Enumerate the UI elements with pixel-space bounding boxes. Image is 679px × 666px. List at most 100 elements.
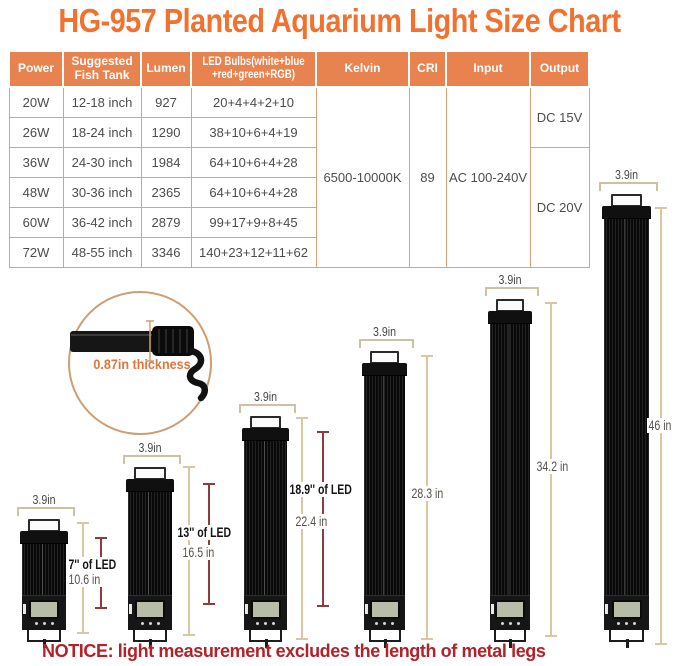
table-header-row: Power Suggested Fish Tank Lumen LED Bulbs… — [8, 50, 590, 88]
cell-tank: 48-55 inch — [62, 237, 142, 268]
cell-bulbs: 140+23+12+11+62 — [190, 237, 317, 268]
control-buttons — [364, 622, 405, 625]
header-lumen: Lumen — [140, 50, 192, 88]
cell-bulbs: 64+10+6+4+28 — [190, 177, 317, 208]
page-title: HG-957 Planted Aquarium Light Size Chart — [58, 2, 621, 39]
cell-lumen: 927 — [140, 86, 192, 118]
header-led-bulbs: LED Bulbs(white+blue +red+green+RGB) — [190, 50, 317, 88]
metal-legs — [22, 630, 66, 648]
cell-power: 48W — [8, 177, 64, 208]
width-bracket — [599, 182, 658, 191]
led-length-label: 18.9'' of LED — [288, 482, 354, 497]
lcd-display — [369, 600, 400, 619]
width-bracket — [359, 339, 414, 348]
side-sticker — [129, 604, 132, 614]
width-bracket — [485, 287, 539, 296]
control-panel — [490, 595, 530, 630]
table-row: 26W 18-24 inch 1290 38+10+6+4+19 — [8, 117, 589, 148]
light-illustration-6: 3.9in — [599, 169, 658, 648]
header-output: Output — [529, 50, 590, 88]
header-cri: CRI — [408, 50, 447, 88]
control-panel — [22, 595, 66, 630]
led-length-label: 7'' of LED — [67, 557, 118, 572]
side-sticker — [245, 604, 248, 614]
bar-top-cap — [242, 428, 289, 441]
width-dimension-label: 3.9in — [253, 390, 278, 404]
cell-lumen: 2365 — [140, 177, 192, 208]
cell-tank: 36-42 inch — [62, 207, 142, 238]
light-illustration-5: 3.9in — [485, 274, 539, 648]
header-fish-tank: Suggested Fish Tank — [62, 50, 142, 88]
metal-legs — [490, 630, 530, 648]
table-row: 72W 48-55 inch 3346 140+23+12+11+62 — [8, 237, 589, 268]
lcd-display — [29, 600, 59, 619]
width-bracket — [239, 404, 296, 413]
cell-tank: 12-18 inch — [62, 86, 142, 118]
control-buttons — [244, 622, 287, 625]
cell-output-dc15: DC 15V — [529, 86, 590, 148]
cell-lumen: 1290 — [140, 117, 192, 148]
cell-power: 72W — [8, 237, 64, 268]
light-bar-body — [364, 376, 405, 630]
cell-output-dc20: DC 20V — [529, 147, 590, 268]
table-row: 20W 12-18 inch 927 20+4+4+2+10 6500-1000… — [8, 86, 590, 268]
cell-power: 20W — [8, 86, 64, 118]
light-illustration-4: 3.9in — [359, 326, 414, 648]
control-panel — [244, 595, 287, 630]
cell-lumen: 2879 — [140, 207, 192, 238]
thickness-label: 0.87in thickness — [93, 356, 191, 372]
width-dimension-label: 3.9in — [614, 168, 639, 182]
bar-top-cap — [20, 531, 68, 544]
width-dimension-label: 3.9in — [138, 441, 162, 455]
side-sticker — [23, 604, 26, 614]
spec-table: Power Suggested Fish Tank Lumen LED Bulbs… — [8, 50, 590, 268]
cell-cri: 89 — [408, 86, 447, 268]
total-length-label: 46 in — [647, 418, 673, 433]
width-dimension-label: 3.9in — [32, 493, 56, 507]
width-bracket — [123, 455, 181, 464]
light-bar-body — [22, 544, 66, 630]
header-power: Power — [8, 50, 64, 88]
lcd-display — [611, 600, 642, 619]
total-length-label: 34.2 in — [535, 459, 570, 474]
lcd-display — [250, 600, 281, 619]
light-bar-body — [128, 492, 172, 630]
control-panel — [364, 595, 405, 630]
total-length-label: 16.5 in — [181, 545, 216, 560]
table-row: 36W 24-30 inch 1984 64+10+6+4+28 DC 20V — [8, 147, 590, 268]
header-input: Input — [445, 50, 531, 88]
lcd-display — [135, 600, 165, 619]
led-length-label: 13'' of LED — [176, 525, 233, 540]
cell-bulbs: 64+10+6+4+28 — [190, 147, 317, 178]
thickness-inset-drawing — [68, 291, 212, 435]
control-panel — [604, 595, 649, 630]
light-bar-body — [490, 324, 530, 630]
bar-top-cap — [602, 206, 651, 219]
light-illustration-3: 3.9in — [239, 391, 296, 648]
control-buttons — [22, 622, 66, 625]
width-dimension-label: 3.9in — [498, 273, 522, 287]
metal-legs — [244, 630, 287, 648]
width-dimension-label: 3.9in — [372, 325, 397, 339]
cell-tank: 30-36 inch — [62, 177, 142, 208]
bar-top-cap — [362, 363, 407, 376]
cell-kelvin: 6500-10000K — [315, 86, 410, 268]
cell-power: 36W — [8, 147, 64, 178]
control-panel — [128, 595, 172, 630]
bar-top-cap — [126, 479, 174, 492]
control-buttons — [604, 622, 649, 625]
table-row: 48W 30-36 inch 2365 64+10+6+4+28 — [8, 177, 589, 208]
total-length-label: 28.3 in — [410, 486, 445, 501]
notice-text: NOTICE: light measurement excludes the l… — [42, 641, 546, 661]
bar-top-cap — [488, 311, 532, 324]
cell-bulbs: 99+17+9+8+45 — [190, 207, 317, 238]
cell-tank: 24-30 inch — [62, 147, 142, 178]
cell-lumen: 1984 — [140, 147, 192, 178]
cell-bulbs: 20+4+4+2+10 — [190, 86, 317, 118]
led-dimension-line — [203, 483, 215, 605]
cell-input: AC 100-240V — [445, 86, 531, 268]
total-length-label: 10.6 in — [67, 572, 102, 587]
light-illustration-1: 3.9in — [17, 494, 75, 648]
light-bar-body — [244, 441, 287, 630]
